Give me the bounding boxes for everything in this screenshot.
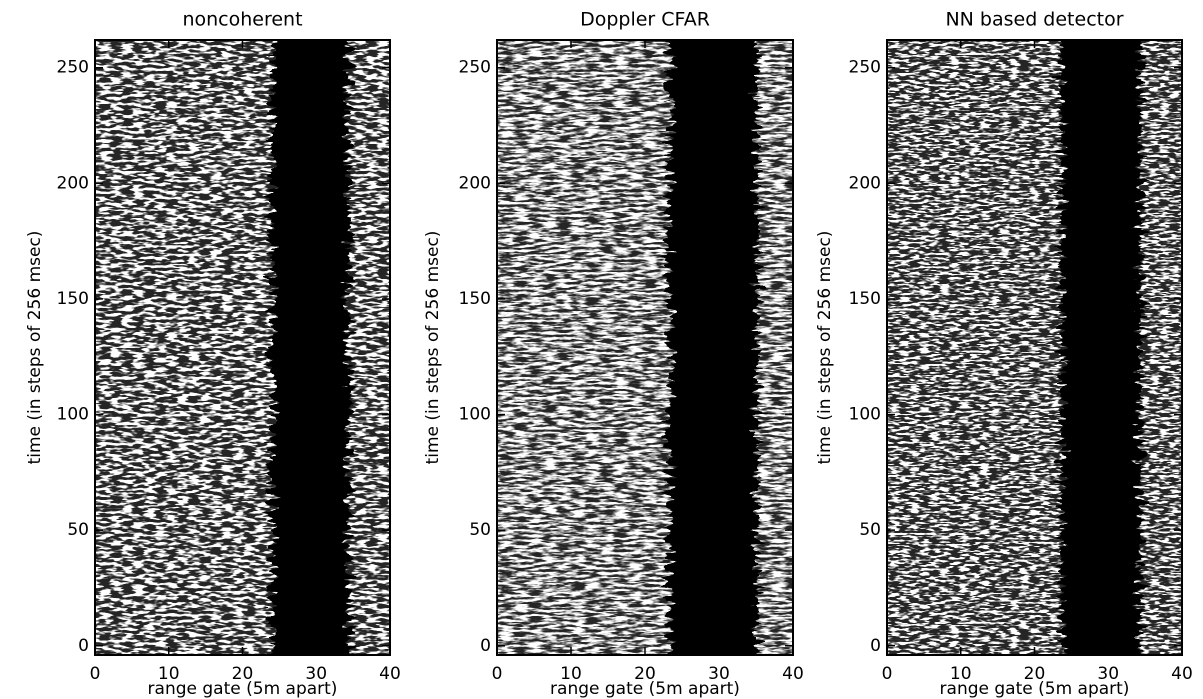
x-tick-label: 0: [882, 664, 893, 684]
x-tick-label: 0: [492, 664, 503, 684]
detection-band: [668, 40, 758, 655]
y-axis-label: time (in steps of 256 msec): [815, 231, 835, 465]
detection-band: [1061, 40, 1141, 655]
y-axis-label: time (in steps of 256 msec): [423, 231, 443, 465]
y-tick-label: 200: [849, 173, 881, 193]
x-tick-label: 20: [232, 664, 254, 684]
x-tick-label: 20: [634, 664, 656, 684]
panel-title: NN based detector: [945, 9, 1123, 31]
x-tick-label: 20: [1024, 664, 1046, 684]
panel-title: noncoherent: [182, 9, 302, 31]
y-tick-label: 200: [459, 173, 491, 193]
y-tick-label: 50: [859, 520, 881, 540]
x-tick-label: 40: [1171, 664, 1193, 684]
y-tick-label: 50: [469, 520, 491, 540]
y-tick-label: 100: [459, 405, 491, 425]
x-tick-label: 30: [708, 664, 730, 684]
panel-title: Doppler CFAR: [580, 9, 710, 31]
x-axis-label: range gate (5m apart): [940, 679, 1130, 699]
x-axis-label: range gate (5m apart): [550, 679, 740, 699]
x-tick-label: 10: [950, 664, 972, 684]
y-tick-label: 150: [57, 289, 89, 309]
y-tick-label: 250: [57, 58, 89, 78]
x-tick-label: 0: [90, 664, 101, 684]
x-tick-label: 10: [158, 664, 180, 684]
heatmap: [95, 40, 390, 655]
y-tick-label: 0: [870, 636, 881, 656]
x-tick-label: 30: [305, 664, 327, 684]
y-tick-label: 100: [57, 405, 89, 425]
x-tick-label: 40: [782, 664, 804, 684]
heatmap: [887, 40, 1182, 655]
y-tick-label: 100: [849, 405, 881, 425]
y-tick-label: 150: [459, 289, 491, 309]
y-tick-label: 250: [459, 58, 491, 78]
y-tick-label: 250: [849, 58, 881, 78]
y-tick-label: 50: [67, 520, 89, 540]
y-tick-label: 200: [57, 173, 89, 193]
x-tick-label: 30: [1097, 664, 1119, 684]
heatmap: [497, 40, 793, 655]
y-tick-label: 150: [849, 289, 881, 309]
x-tick-label: 40: [379, 664, 401, 684]
y-axis-label: time (in steps of 256 msec): [25, 231, 45, 465]
x-tick-label: 10: [560, 664, 582, 684]
y-tick-label: 0: [78, 636, 89, 656]
y-tick-label: 0: [480, 636, 491, 656]
detection-band: [272, 40, 349, 655]
x-axis-label: range gate (5m apart): [148, 679, 338, 699]
